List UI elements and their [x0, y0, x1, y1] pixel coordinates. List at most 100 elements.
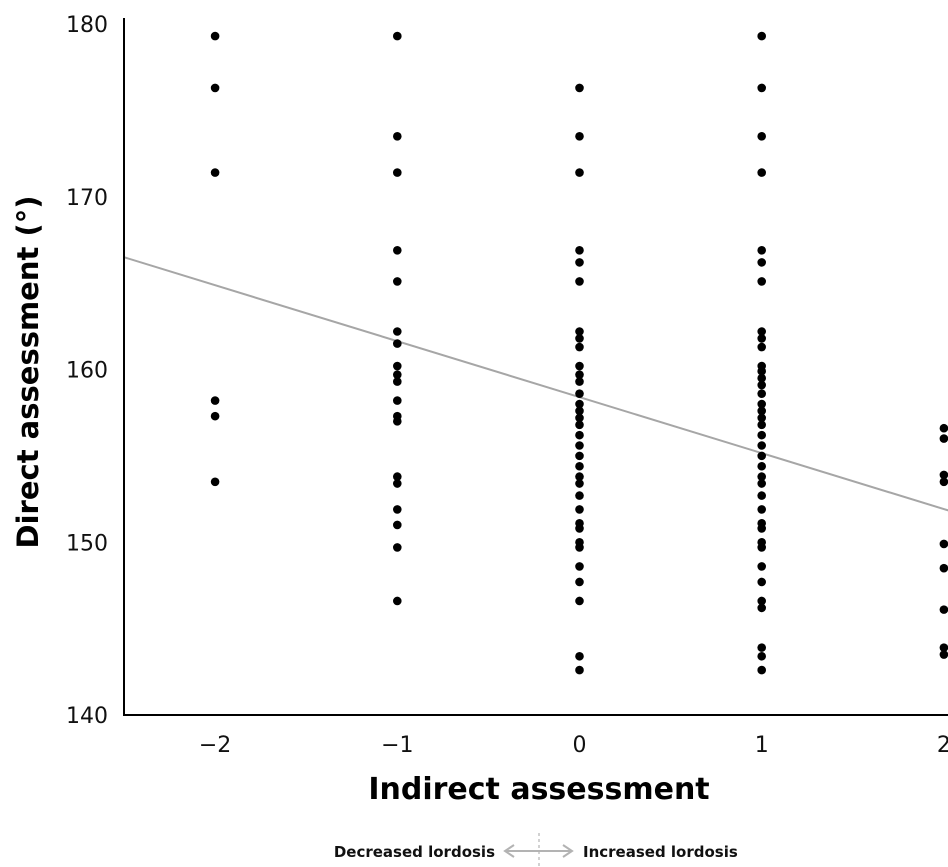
data-point [757, 524, 766, 533]
data-point [210, 477, 220, 487]
data-point [575, 491, 584, 500]
data-point [210, 31, 220, 41]
data-point [575, 430, 584, 440]
data-point [393, 246, 402, 255]
data-point [575, 420, 584, 430]
data-point [757, 643, 766, 652]
data-point [757, 461, 766, 471]
data-point [757, 327, 766, 336]
data-point [210, 411, 220, 421]
data-point [575, 451, 584, 461]
y-axis-title: Direct assessment (°) [11, 196, 45, 549]
data-point [757, 505, 766, 514]
data-point [393, 479, 402, 488]
data-point [939, 563, 948, 573]
x-tick-label: −1 [381, 733, 413, 758]
y-tick-label: 160 [66, 359, 108, 384]
data-point [757, 651, 766, 661]
data-point [393, 396, 402, 405]
data-point [757, 31, 766, 41]
x-axis-ticks: −2 −1 0 1 2 [199, 733, 948, 758]
y-tick-label: 170 [66, 186, 108, 211]
x-tick-label: −2 [199, 733, 231, 758]
data-point [575, 461, 584, 471]
data-point [393, 417, 402, 426]
data-point [575, 472, 584, 481]
data-point [575, 246, 584, 255]
data-point [757, 603, 766, 613]
data-point [210, 396, 220, 405]
data-point [757, 441, 766, 450]
data-point [575, 562, 584, 571]
data-point [393, 361, 402, 371]
x-tick-label: 1 [755, 733, 769, 758]
data-point [210, 83, 220, 93]
data-point [757, 543, 766, 552]
data-point [939, 477, 948, 487]
data-point [575, 377, 584, 386]
data-point [575, 361, 584, 371]
y-axis-ticks: 140 150 160 170 180 [66, 13, 108, 729]
data-point [757, 451, 766, 461]
data-point [575, 327, 584, 336]
data-point [393, 31, 402, 41]
data-point [757, 334, 766, 343]
data-point [939, 423, 948, 433]
data-point [939, 434, 948, 443]
data-point [757, 413, 766, 423]
data-point [575, 131, 584, 141]
data-point [757, 430, 766, 440]
data-point [939, 605, 948, 614]
data-point [939, 539, 948, 549]
data-point [393, 370, 402, 379]
data-point [575, 413, 584, 423]
data-point [757, 389, 766, 398]
data-point [757, 479, 766, 488]
data-point [757, 380, 766, 390]
y-tick-label: 140 [66, 704, 108, 729]
data-point [757, 258, 766, 267]
y-tick-label: 180 [66, 13, 108, 38]
data-point [575, 543, 584, 552]
data-point [393, 543, 402, 552]
data-point [393, 520, 402, 530]
data-point [393, 327, 402, 336]
data-point [575, 665, 584, 675]
arrow-head-right [562, 844, 574, 858]
x-tick-label: 2 [937, 733, 948, 758]
data-point [757, 131, 766, 141]
data-point [757, 366, 766, 376]
regression-line [123, 256, 948, 512]
data-point [757, 373, 766, 383]
data-point [393, 131, 402, 141]
data-point [757, 342, 766, 352]
data-point [757, 168, 766, 177]
data-point [575, 479, 584, 488]
data-point [575, 168, 584, 177]
data-point [757, 246, 766, 255]
data-point [210, 168, 220, 177]
data-point [575, 389, 584, 398]
data-point [939, 470, 948, 480]
data-point [757, 562, 766, 571]
data-point [393, 277, 402, 286]
y-tick-label: 150 [66, 531, 108, 556]
data-point [575, 441, 584, 450]
data-point [757, 472, 766, 481]
data-point [575, 399, 584, 409]
double-arrow-icon [503, 833, 574, 867]
data-point [575, 577, 584, 587]
data-point [575, 342, 584, 352]
data-point [575, 83, 584, 93]
data-point [757, 596, 766, 606]
data-point [575, 651, 584, 661]
data-point [575, 406, 584, 416]
data-point [575, 258, 584, 267]
data-point [575, 505, 584, 514]
regression-line-layer [123, 256, 948, 512]
arrow-head-left [503, 844, 515, 858]
data-point [393, 596, 402, 606]
data-point [939, 643, 948, 652]
data-point [393, 339, 402, 348]
